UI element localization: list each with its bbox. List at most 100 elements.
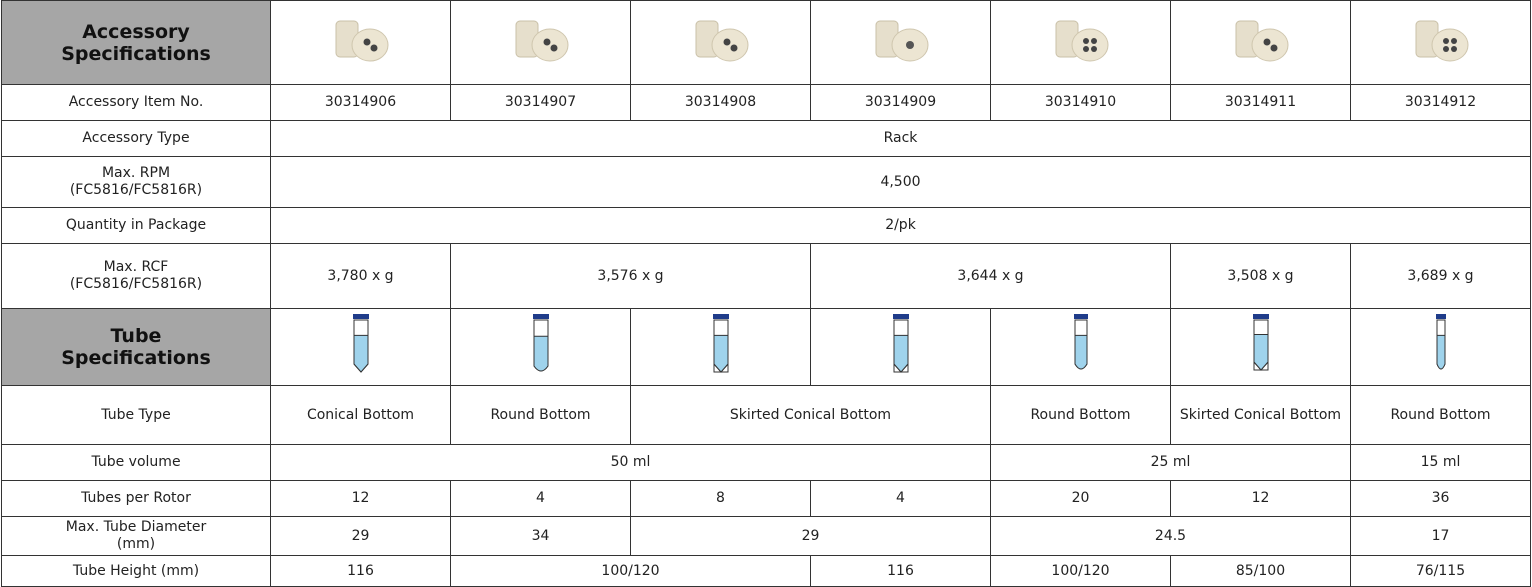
cell-text: 25 ml <box>1150 454 1191 470</box>
cell: 116 <box>270 555 451 587</box>
data-row: Tube Height (mm) 116 100/120 116 100/120 85/1… <box>1 555 1531 587</box>
cell: 30314908 <box>630 84 811 121</box>
cell-text: Skirted Conical Bottom <box>1179 406 1342 423</box>
data-row: Quantity in Package 2/pk <box>1 207 1531 244</box>
cell: 29 <box>630 516 991 556</box>
cell-text: 12 <box>351 490 370 506</box>
image-cell <box>1170 308 1351 386</box>
cell-text: 4,500 <box>880 173 921 190</box>
image-cell <box>630 308 811 386</box>
cell-text: 20 <box>1071 490 1090 506</box>
row-label: Accessory Type <box>82 130 190 146</box>
row-label-cell: Max. RCF (FC5816/FC5816R) <box>1 243 271 309</box>
row-label-cell: Accessory Item No. <box>1 84 271 121</box>
cell-text: 36 <box>1431 490 1450 506</box>
cell-text: 116 <box>887 562 914 579</box>
cell-text: 30314909 <box>864 94 937 110</box>
cell: 30314911 <box>1170 84 1351 121</box>
header-row: Tube Specifications <box>1 308 1531 386</box>
section-title: Accessory Specifications <box>61 20 211 65</box>
cell: 12 <box>270 480 451 517</box>
cell: 30314909 <box>810 84 991 121</box>
tube-icon <box>1177 312 1344 383</box>
cell-text: 4 <box>536 490 545 506</box>
cell-text: 17 <box>1431 527 1450 544</box>
cell-text: 24.5 <box>1154 527 1187 544</box>
cell: 76/115 <box>1350 555 1531 587</box>
rack-image <box>637 17 804 68</box>
cell-text: 116 <box>347 562 374 579</box>
cell: 30314907 <box>450 84 631 121</box>
cell: 30314912 <box>1350 84 1531 121</box>
cell: 116 <box>810 555 991 587</box>
tube-icon <box>997 312 1164 383</box>
cell-text: 100/120 <box>1051 562 1110 579</box>
rack-image <box>817 17 984 68</box>
cell: 3,576 x g <box>450 243 811 309</box>
cell: 12 <box>1170 480 1351 517</box>
row-label: Tube Height (mm) <box>72 562 200 579</box>
image-cell <box>270 308 451 386</box>
cell-text: 3,780 x g <box>327 267 394 284</box>
cell-text: Conical Bottom <box>306 406 415 423</box>
row-label-cell: Tube volume <box>1 444 271 481</box>
tube-icon <box>457 312 624 383</box>
row-label-cell: Tube Height (mm) <box>1 555 271 587</box>
cell: 4 <box>810 480 991 517</box>
cell: 17 <box>1350 516 1531 556</box>
data-row: Accessory Item No. 30314906 30314907 303149… <box>1 84 1531 121</box>
data-row: Max. Tube Diameter (mm) 29 34 29 24.5 17 <box>1 516 1531 556</box>
tube-icon <box>277 312 444 383</box>
cell-text: 30314912 <box>1404 94 1477 110</box>
row-label: Tube Type <box>101 406 171 423</box>
cell: Conical Bottom <box>270 385 451 445</box>
rack-image <box>277 17 444 68</box>
rack-image <box>457 17 624 68</box>
cell-text: 2/pk <box>885 217 916 233</box>
cell: 24.5 <box>990 516 1351 556</box>
image-cell <box>990 308 1171 386</box>
row-label-cell: Max. RPM (FC5816/FC5816R) <box>1 156 271 208</box>
cell: Round Bottom <box>1350 385 1531 445</box>
data-row: Tubes per Rotor 12 4 8 4 20 12 36 <box>1 480 1531 517</box>
cell-text: 30314907 <box>504 94 577 110</box>
data-row: Tube Type Conical Bottom Round Bottom Skirt… <box>1 385 1531 445</box>
image-cell <box>1170 0 1351 85</box>
cell-text: 85/100 <box>1235 562 1286 579</box>
cell-text: 3,644 x g <box>957 267 1024 284</box>
cell-text: 4 <box>896 490 905 506</box>
cell: Round Bottom <box>450 385 631 445</box>
cell-text: Round Bottom <box>1390 406 1491 423</box>
cell-text: 15 ml <box>1420 454 1461 470</box>
cell: 30314910 <box>990 84 1171 121</box>
cell-text: 30314910 <box>1044 94 1117 110</box>
cell-text: 76/115 <box>1415 562 1466 579</box>
row-label: Max. RPM (FC5816/FC5816R) <box>69 165 203 198</box>
data-row: Accessory Type Rack <box>1 120 1531 157</box>
image-cell <box>450 308 631 386</box>
cell-text: 29 <box>801 527 820 544</box>
cell: 25 ml <box>990 444 1351 481</box>
cell-text: 50 ml <box>610 454 651 470</box>
row-label: Quantity in Package <box>65 217 207 233</box>
cell-text: Skirted Conical Bottom <box>729 406 892 423</box>
cell-text: 8 <box>716 490 725 506</box>
data-row: Max. RCF (FC5816/FC5816R) 3,780 x g 3,576 … <box>1 243 1531 309</box>
cell-text: 30314906 <box>324 94 397 110</box>
cell-text: 100/120 <box>601 562 660 579</box>
image-cell <box>270 0 451 85</box>
tube-icon <box>1357 312 1524 383</box>
section-header: Tube Specifications <box>1 308 271 386</box>
image-cell <box>1350 0 1531 85</box>
image-cell <box>810 308 991 386</box>
cell: 85/100 <box>1170 555 1351 587</box>
cell-text: 29 <box>351 527 370 544</box>
image-cell <box>630 0 811 85</box>
cell-text: Round Bottom <box>490 406 591 423</box>
row-label-cell: Tubes per Rotor <box>1 480 271 517</box>
cell-text: 12 <box>1251 490 1270 506</box>
row-label-cell: Max. Tube Diameter (mm) <box>1 516 271 556</box>
image-cell <box>1350 308 1531 386</box>
cell: 2/pk <box>270 207 1531 244</box>
